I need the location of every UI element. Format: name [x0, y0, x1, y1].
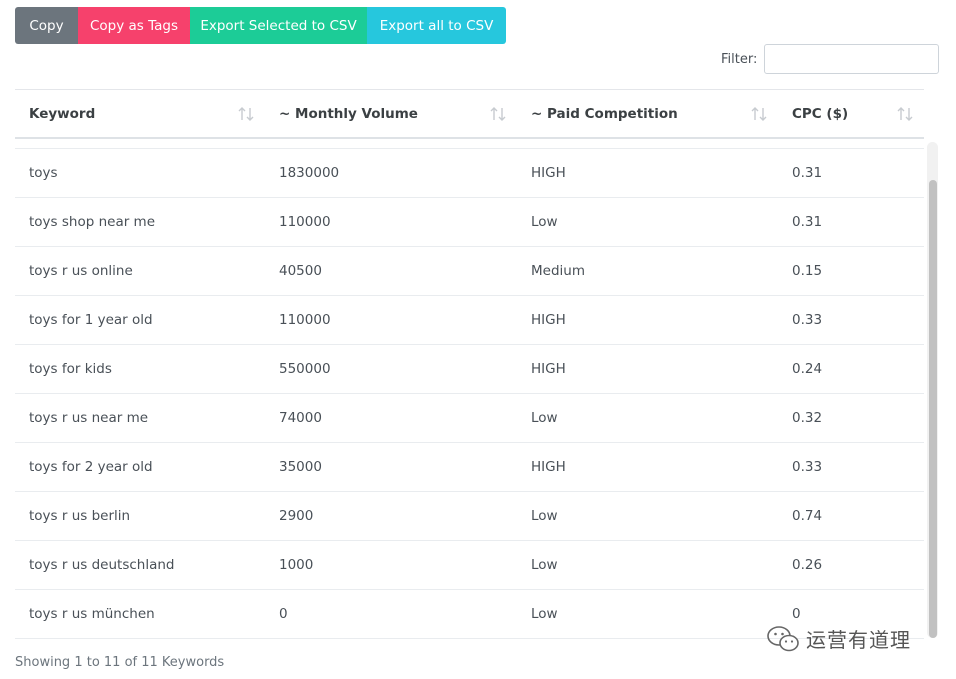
competition-cell: Medium [531, 263, 585, 279]
keyword-cell: toys [29, 165, 58, 181]
column-header-keyword[interactable]: Keyword [15, 90, 265, 137]
competition-cell: Low [531, 214, 558, 230]
table-row[interactable]: toys for 1 year old 110000 HIGH 0.33 [15, 296, 924, 345]
volume-cell: 550000 [279, 361, 331, 377]
keyword-cell: toys r us deutschland [29, 557, 175, 573]
cpc-cell: 0.15 [792, 263, 823, 279]
competition-cell: HIGH [531, 361, 566, 377]
wechat-icon [767, 625, 799, 651]
keyword-cell: toys r us berlin [29, 508, 131, 524]
volume-cell: 1830000 [279, 165, 340, 181]
competition-cell: HIGH [531, 312, 566, 328]
filter-input[interactable] [764, 44, 939, 74]
competition-cell: HIGH [531, 165, 566, 181]
column-header-label: Keyword [29, 105, 96, 122]
cpc-cell: 0.32 [792, 410, 823, 426]
column-header-monthly-volume[interactable]: ~ Monthly Volume [265, 90, 517, 137]
volume-cell: 0 [279, 606, 288, 622]
keyword-cell: toys for 2 year old [29, 459, 153, 475]
table-row[interactable]: toys r us berlin 2900 Low 0.74 [15, 492, 924, 541]
competition-cell: Low [531, 606, 558, 622]
volume-cell: 1000 [279, 557, 314, 573]
volume-cell: 110000 [279, 312, 331, 328]
volume-cell: 35000 [279, 459, 322, 475]
cpc-cell: 0.26 [792, 557, 823, 573]
volume-cell: 110000 [279, 214, 331, 230]
volume-cell: 2900 [279, 508, 314, 524]
keyword-cell: toys for 1 year old [29, 312, 153, 328]
competition-cell: Low [531, 410, 558, 426]
table-info: Showing 1 to 11 of 11 Keywords [15, 655, 225, 670]
cpc-cell: 0.74 [792, 508, 823, 524]
table-row[interactable]: toys r us online 40500 Medium 0.15 [15, 247, 924, 296]
cpc-cell: 0.33 [792, 459, 823, 475]
table-row[interactable]: toys for 2 year old 35000 HIGH 0.33 [15, 443, 924, 492]
sort-icon[interactable] [750, 104, 768, 124]
volume-cell: 74000 [279, 410, 322, 426]
export-toolbar: Copy Copy as Tags Export Selected to CSV… [15, 7, 506, 44]
cpc-cell: 0.33 [792, 312, 823, 328]
keyword-cell: toys r us online [29, 263, 133, 279]
watermark: 运营有道理 [766, 624, 911, 653]
sort-icon[interactable] [489, 104, 507, 124]
volume-cell: 40500 [279, 263, 322, 279]
keyword-cell: toys for kids [29, 361, 112, 377]
export-selected-csv-button[interactable]: Export Selected to CSV [190, 7, 367, 44]
filter-label: Filter: [721, 52, 758, 67]
table-body: toys 1830000 HIGH 0.31 toys shop near me… [15, 148, 924, 641]
table-row[interactable]: toys 1830000 HIGH 0.31 [15, 149, 924, 198]
table-row[interactable]: toys r us deutschland 1000 Low 0.26 [15, 541, 924, 590]
column-header-cpc[interactable]: CPC ($) [778, 90, 924, 137]
cpc-cell: 0.31 [792, 214, 823, 230]
column-header-label: CPC ($) [792, 105, 849, 122]
export-all-csv-button[interactable]: Export all to CSV [367, 7, 506, 44]
cpc-cell: 0.24 [792, 361, 823, 377]
column-header-paid-competition[interactable]: ~ Paid Competition [517, 90, 778, 137]
competition-cell: Low [531, 557, 558, 573]
competition-cell: HIGH [531, 459, 566, 475]
table-row[interactable]: toys shop near me 110000 Low 0.31 [15, 198, 924, 247]
column-header-label: ~ Paid Competition [531, 105, 678, 122]
table-header: Keyword ~ Monthly Volume ~ Paid Competit… [15, 89, 924, 139]
table-row[interactable]: toys r us near me 74000 Low 0.32 [15, 394, 924, 443]
sort-icon[interactable] [896, 104, 914, 124]
table-row[interactable]: toys for kids 550000 HIGH 0.24 [15, 345, 924, 394]
cpc-cell: 0 [792, 606, 801, 622]
competition-cell: Low [531, 508, 558, 524]
sort-icon[interactable] [237, 104, 255, 124]
column-header-label: ~ Monthly Volume [279, 105, 418, 122]
scrollbar-thumb[interactable] [929, 180, 937, 638]
table-row[interactable]: toys r us münchen 0 Low 0 [15, 590, 924, 639]
watermark-text: 运营有道理 [806, 628, 911, 652]
copy-as-tags-button[interactable]: Copy as Tags [78, 7, 190, 44]
keyword-cell: toys r us münchen [29, 606, 155, 622]
copy-button[interactable]: Copy [15, 7, 78, 44]
keyword-cell: toys r us near me [29, 410, 149, 426]
cpc-cell: 0.31 [792, 165, 823, 181]
keyword-cell: toys shop near me [29, 214, 156, 230]
